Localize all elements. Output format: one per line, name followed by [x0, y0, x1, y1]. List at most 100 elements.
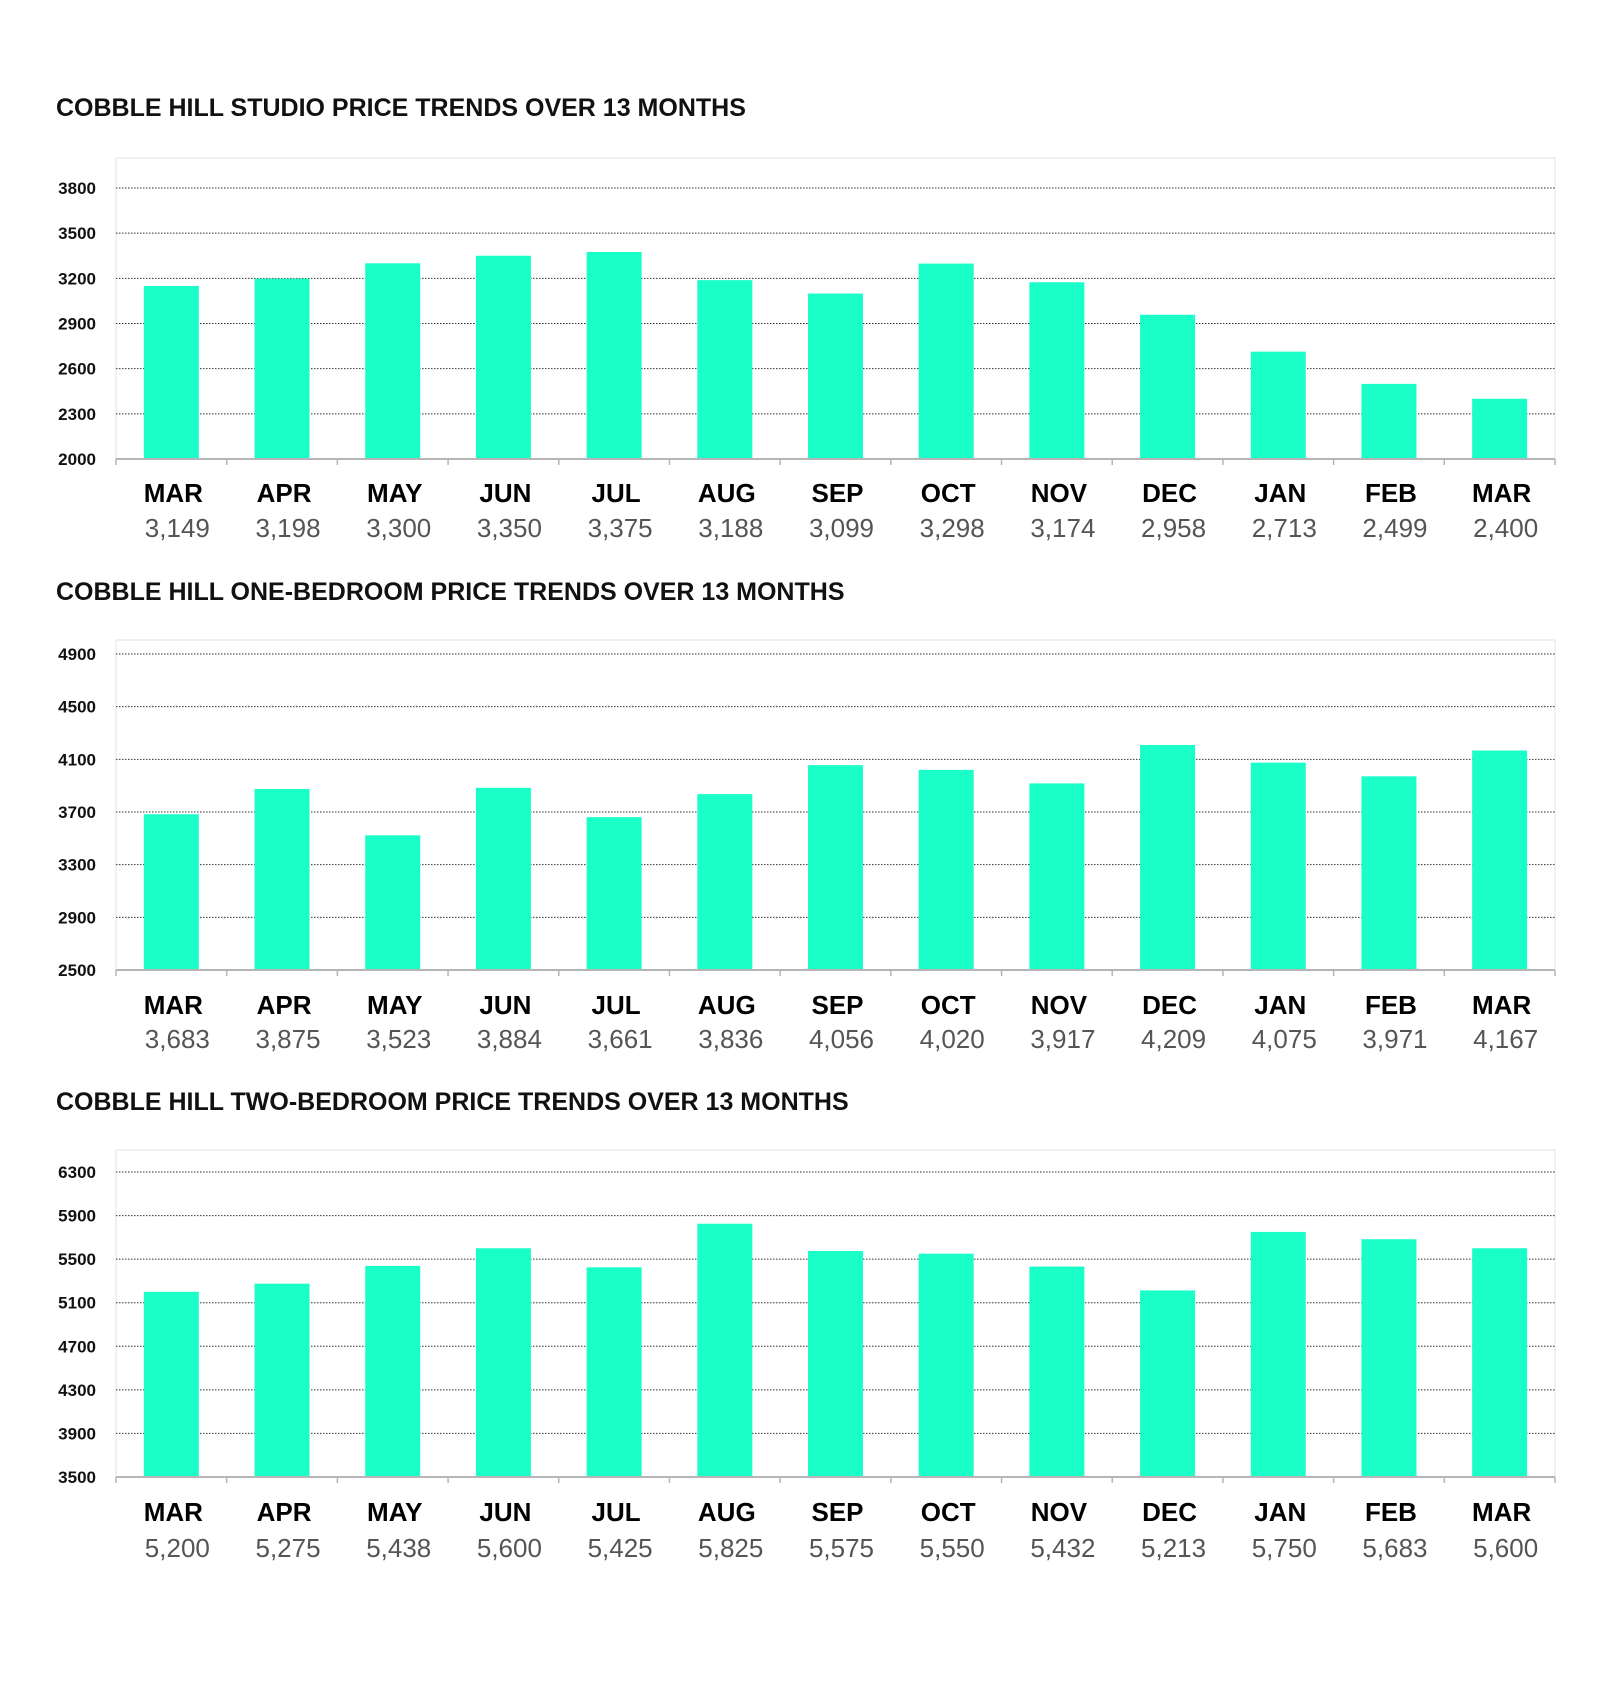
value-label: 3,661	[588, 1024, 653, 1054]
category-label: MAR	[1472, 990, 1531, 1020]
category-label: MAY	[367, 1497, 422, 1527]
value-label: 3,523	[366, 1024, 431, 1054]
value-label: 4,167	[1473, 1024, 1538, 1054]
category-label: SEP	[811, 1497, 863, 1527]
y-tick-label: 4700	[58, 1337, 96, 1356]
y-tick-label: 2500	[58, 961, 96, 980]
y-tick-label: 3500	[58, 224, 96, 243]
value-label: 5,683	[1362, 1533, 1427, 1563]
y-tick-label: 3800	[58, 179, 96, 198]
chart-title: COBBLE HILL STUDIO PRICE TRENDS OVER 13 …	[56, 94, 746, 122]
bar-feb-12	[1361, 1239, 1417, 1477]
category-label: MAY	[367, 478, 422, 508]
chart-title: COBBLE HILL ONE-BEDROOM PRICE TRENDS OVE…	[56, 578, 845, 606]
category-label: MAR	[144, 990, 203, 1020]
bar-may-3	[365, 263, 421, 459]
category-label: OCT	[921, 478, 976, 508]
bar-aug-6	[697, 1223, 753, 1477]
value-label: 3,683	[145, 1024, 210, 1054]
bar-dec-10	[1140, 744, 1196, 970]
value-label: 3,174	[1030, 513, 1095, 543]
value-label: 5,825	[698, 1533, 763, 1563]
value-label: 3,188	[698, 513, 763, 543]
y-tick-label: 4100	[58, 750, 96, 769]
category-label: MAY	[367, 990, 422, 1020]
bar-jan-11	[1250, 351, 1306, 459]
value-label: 4,056	[809, 1024, 874, 1054]
value-label: 5,575	[809, 1533, 874, 1563]
bar-aug-6	[697, 280, 753, 459]
bar-oct-8	[918, 1253, 974, 1477]
y-tick-label: 3200	[58, 269, 96, 288]
value-label: 3,149	[145, 513, 210, 543]
category-label: OCT	[921, 990, 976, 1020]
category-label: SEP	[811, 990, 863, 1020]
category-label: DEC	[1142, 990, 1197, 1020]
value-label: 3,884	[477, 1024, 542, 1054]
bar-mar-13	[1472, 1248, 1528, 1477]
value-label: 2,958	[1141, 513, 1206, 543]
bar-jun-4	[475, 255, 531, 459]
bar-aug-6	[697, 794, 753, 970]
value-label: 5,213	[1141, 1533, 1206, 1563]
value-label: 5,438	[366, 1533, 431, 1563]
bar-feb-12	[1361, 383, 1417, 459]
category-label: APR	[257, 478, 312, 508]
y-tick-label: 2300	[58, 405, 96, 424]
chart-title: COBBLE HILL TWO-BEDROOM PRICE TRENDS OVE…	[56, 1088, 849, 1116]
value-label: 5,200	[145, 1533, 210, 1563]
bar-nov-9	[1029, 783, 1085, 970]
value-label: 4,075	[1252, 1024, 1317, 1054]
bar-nov-9	[1029, 282, 1085, 459]
category-label: JUL	[592, 990, 641, 1020]
value-label: 2,713	[1252, 513, 1317, 543]
y-tick-label: 3500	[58, 1468, 96, 1487]
category-label: JUN	[479, 1497, 531, 1527]
value-label: 5,550	[920, 1533, 985, 1563]
bar-mar-13	[1472, 750, 1528, 970]
value-label: 4,209	[1141, 1024, 1206, 1054]
y-tick-label: 3900	[58, 1424, 96, 1443]
bar-sep-7	[808, 765, 863, 970]
y-tick-label: 5100	[58, 1294, 96, 1313]
bar-apr-2	[254, 1283, 310, 1477]
category-label: OCT	[921, 1497, 976, 1527]
y-tick-label: 5500	[58, 1250, 96, 1269]
value-label: 3,298	[920, 513, 985, 543]
value-label: 2,400	[1473, 513, 1538, 543]
value-label: 3,971	[1362, 1024, 1427, 1054]
y-tick-label: 2000	[58, 450, 96, 469]
category-label: APR	[257, 990, 312, 1020]
value-label: 3,836	[698, 1024, 763, 1054]
bar-may-3	[365, 1265, 421, 1477]
category-label: NOV	[1031, 1497, 1088, 1527]
bar-dec-10	[1140, 314, 1196, 459]
bar-apr-2	[254, 788, 310, 970]
category-label: JUL	[592, 478, 641, 508]
category-label: AUG	[698, 478, 756, 508]
bar-sep-7	[808, 1250, 863, 1477]
category-label: AUG	[698, 990, 756, 1020]
bar-mar-1	[143, 1291, 199, 1477]
category-label: JUN	[479, 478, 531, 508]
category-label: JAN	[1254, 990, 1306, 1020]
y-tick-label: 3700	[58, 803, 96, 822]
value-label: 5,750	[1252, 1533, 1317, 1563]
bar-mar-1	[143, 286, 199, 459]
y-tick-label: 6300	[58, 1163, 96, 1182]
bar-jun-4	[475, 787, 531, 970]
category-label: DEC	[1142, 478, 1197, 508]
bar-mar-1	[143, 814, 199, 970]
y-tick-label: 4300	[58, 1381, 96, 1400]
chart-2: COBBLE HILL ONE-BEDROOM PRICE TRENDS OVE…	[56, 578, 1556, 1054]
value-label: 4,020	[920, 1024, 985, 1054]
value-label: 5,600	[1473, 1533, 1538, 1563]
bar-jul-5	[586, 817, 642, 970]
value-label: 3,375	[588, 513, 653, 543]
bar-sep-7	[808, 293, 863, 459]
category-label: JAN	[1254, 478, 1306, 508]
bar-nov-9	[1029, 1266, 1085, 1477]
value-label: 3,350	[477, 513, 542, 543]
category-label: MAR	[144, 478, 203, 508]
